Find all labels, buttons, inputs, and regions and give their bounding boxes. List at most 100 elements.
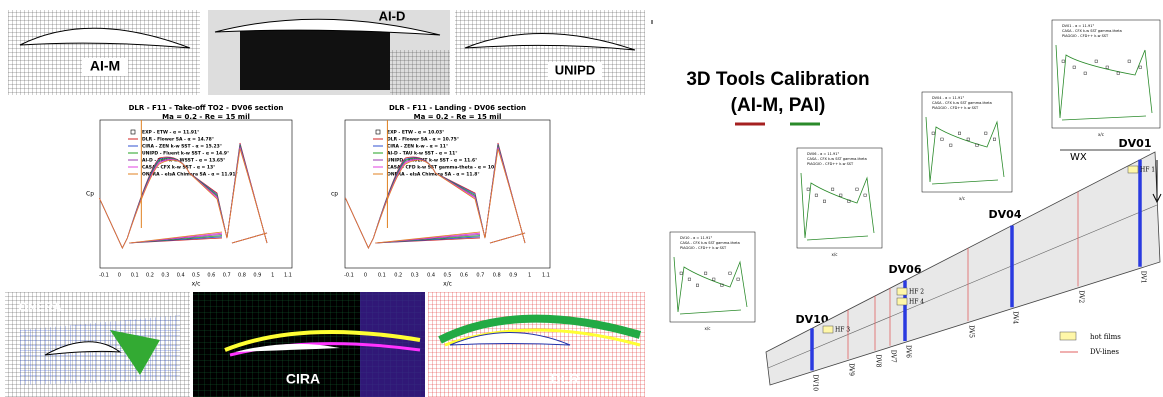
mesh-label: CIRA bbox=[286, 371, 320, 387]
mesh-bg bbox=[390, 50, 450, 95]
title: 3D Tools Calibration bbox=[686, 69, 869, 90]
x-tick-label: 1.1 bbox=[542, 273, 550, 279]
hot-film bbox=[897, 288, 907, 295]
legend-swatch bbox=[376, 130, 380, 134]
mesh-bg bbox=[455, 10, 645, 95]
plot-title: DLR - F11 - Landing - DV06 section bbox=[389, 104, 526, 112]
dv-line-label: DV8 bbox=[875, 355, 882, 368]
mesh-label: DLR bbox=[551, 371, 580, 387]
dv-line-label: DV5 bbox=[968, 325, 975, 338]
mesh-ai-m: AI-M bbox=[8, 10, 200, 95]
mesh-label: AI-M bbox=[90, 58, 120, 74]
legend-swatch bbox=[1060, 332, 1076, 340]
legend-entry: AI-D - TAU k-w SST - α = 11° bbox=[387, 151, 458, 157]
x-tick-label: 0.7 bbox=[223, 273, 231, 279]
legend-entry: CASA - CFX k-w SST gamma-theta bbox=[807, 157, 867, 161]
x-label: x/c bbox=[443, 281, 452, 288]
x-tick-label: 0.4 bbox=[427, 273, 435, 279]
x-tick-label: 0.3 bbox=[161, 273, 169, 279]
legend-entry: PIAGGIO - CFD++ k-w SST bbox=[680, 246, 727, 250]
mesh-label: ONERA bbox=[18, 300, 62, 314]
dv-line-label: DV9 bbox=[848, 363, 855, 376]
legend-entry: DV-lines bbox=[1090, 348, 1119, 356]
legend-swatch bbox=[131, 130, 135, 134]
dv-line-label: DV2 bbox=[1078, 290, 1085, 303]
x-tick-label: 0.7 bbox=[476, 273, 484, 279]
x-label: x/c bbox=[705, 326, 711, 331]
legend-entry: DV04 - α = 11.91° bbox=[932, 96, 964, 100]
mesh-dlr: DLR bbox=[428, 292, 645, 397]
x-tick-label: 0.8 bbox=[238, 273, 246, 279]
x-tick-label: 0.5 bbox=[192, 273, 200, 279]
dv-line-label: DV6 bbox=[905, 345, 912, 358]
hot-film bbox=[1128, 166, 1138, 173]
dv-line-label: DV10 bbox=[812, 374, 819, 391]
legend-entry: DLR - Flower SA - α = 10.75° bbox=[387, 137, 459, 143]
dv-line-label: DV4 bbox=[1012, 311, 1019, 324]
legend-entry: ONERA - elsA Chimera SA - α = 11.8° bbox=[387, 172, 480, 178]
slide: AI-M AI-D UNIPD ONERA CIRA DLR 3D Tools … bbox=[0, 0, 1163, 397]
x-tick-label: 0.4 bbox=[177, 273, 185, 279]
mesh-onera: ONERA bbox=[5, 292, 190, 397]
legend-entry: PIAGGIO - CFD++ k-w SST bbox=[1062, 34, 1109, 38]
x-tick-label: 0.6 bbox=[460, 273, 468, 279]
hot-film-label: HF 1 bbox=[1140, 167, 1155, 174]
x-tick-label: 0.9 bbox=[253, 273, 261, 279]
x-label: x/c bbox=[192, 281, 201, 288]
plot-title: DLR - F11 - Take-off TO2 - DV06 section bbox=[129, 104, 284, 112]
hot-film-label: HF 3 bbox=[835, 327, 850, 334]
mesh-unipd: UNIPD bbox=[455, 10, 645, 95]
curve bbox=[345, 149, 525, 248]
y-label: cp bbox=[331, 191, 338, 198]
x-tick-label: -0.1 bbox=[99, 273, 109, 279]
x-tick-label: 0.1 bbox=[131, 273, 139, 279]
legend-entry: CIRA - ZEN k-w - α = 11° bbox=[387, 144, 448, 150]
legend-entry: EXP - ETW - α = 11.91° bbox=[142, 130, 199, 136]
x-tick-label: 0.9 bbox=[509, 273, 517, 279]
dv-line-label: DV1 bbox=[1140, 271, 1147, 284]
mesh-bg bbox=[8, 10, 200, 95]
mesh-label: UNIPD bbox=[555, 62, 595, 77]
section-label: DV04 bbox=[989, 208, 1022, 221]
legend-entry: DLR - Flower SA - α = 14.78° bbox=[142, 137, 214, 143]
legend-entry: DV06 - α = 11.91° bbox=[807, 152, 839, 156]
legend-entry: DV01 - α = 11.91° bbox=[1062, 24, 1094, 28]
legend-entry: hot films bbox=[1090, 333, 1121, 341]
legend-entry: UNIPD - FLUENT k-w SST - α = 11.6° bbox=[387, 158, 477, 164]
direction-label: WX bbox=[1070, 152, 1087, 163]
hot-film-label: HF 2 bbox=[909, 289, 924, 296]
legend-entry: UNIPD - Fluent k-w SST - α = 14.9° bbox=[142, 151, 229, 157]
x-tick-label: 0.2 bbox=[146, 273, 154, 279]
x-label: x/c bbox=[959, 196, 965, 201]
legend-entry: EXP - ETW - α = 10.03° bbox=[387, 130, 444, 136]
x-tick-label: -0.1 bbox=[344, 273, 354, 279]
x-tick-label: 0.1 bbox=[378, 273, 386, 279]
x-tick-label: 0.3 bbox=[411, 273, 419, 279]
dv-line-label: DV7 bbox=[890, 350, 897, 363]
x-tick-label: 0 bbox=[118, 273, 121, 279]
legend-entry: CIRA - ZEN k-w SST - α = 15.23° bbox=[142, 144, 222, 150]
x-tick-label: 0.2 bbox=[394, 273, 402, 279]
mesh-cira: CIRA bbox=[193, 292, 425, 397]
mesh-ai-d: AI-D bbox=[208, 8, 450, 95]
hot-film bbox=[823, 326, 833, 333]
mesh-dense bbox=[240, 30, 390, 90]
x-tick-label: 0.5 bbox=[444, 273, 452, 279]
x-label: x/c bbox=[832, 252, 838, 257]
y-label: Cp bbox=[86, 191, 94, 198]
legend-entry: PIAGGIO - CFD++ k-w SST bbox=[807, 162, 854, 166]
section-label: DV01 bbox=[1119, 137, 1152, 150]
x-label: x/c bbox=[1098, 132, 1104, 137]
x-tick-label: 0.6 bbox=[207, 273, 215, 279]
x-tick-label: 1 bbox=[528, 273, 531, 279]
mesh-label: AI-D bbox=[379, 8, 406, 23]
legend-entry: CASA - CFX k-w SST gamma-theta bbox=[932, 101, 992, 105]
legend-entry: PIAGGIO - CFD++ k-w SST bbox=[932, 106, 979, 110]
legend-entry: ONERA - elsA Chimera SA - α = 11.91° bbox=[142, 172, 238, 178]
hot-film-label: HF 4 bbox=[909, 299, 924, 306]
legend-entry: DV10 - α = 11.91° bbox=[680, 236, 712, 240]
hot-film bbox=[897, 298, 907, 305]
legend-entry: CASA - CFX k-w SST gamma-theta bbox=[680, 241, 740, 245]
cp-plots: DLR - F11 - Take-off TO2 - DV06 sectionM… bbox=[86, 104, 550, 288]
title: (AI-M, PAI) bbox=[731, 95, 826, 116]
